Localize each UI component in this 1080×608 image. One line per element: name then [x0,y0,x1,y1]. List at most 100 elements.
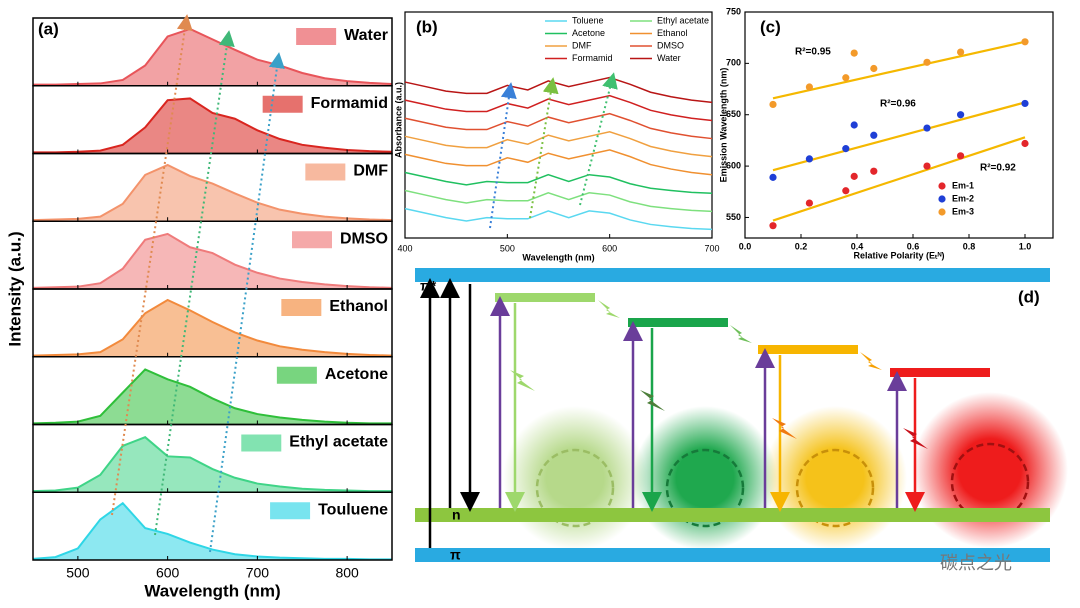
panel-title: (c) [760,17,781,36]
y-tick-label: 700 [726,58,741,68]
y-axis-label: Intensity (a.u.) [5,231,24,346]
spectrum-line [32,436,392,493]
area-fill [33,437,392,493]
x-axis-label: Wavelength (nm) [144,581,280,600]
point [850,172,858,180]
spectrum-line [32,298,393,357]
point [1021,139,1029,148]
y-tick-label: 600 [726,160,741,170]
legend-label: Water [344,27,388,44]
x-tick-label: 500 [66,565,90,581]
level-label: π [450,547,461,563]
point [923,162,931,170]
point [923,58,931,66]
legend-label: Em-3 [952,206,974,216]
area-fill [33,299,392,357]
spectrum-line [33,27,393,86]
level-label: π* [420,278,437,294]
point [870,64,878,73]
legend-marker [938,208,946,216]
x-tick-label: 0.2 [795,241,808,251]
x-tick-label: 500 [500,243,515,253]
y-tick-label: 750 [726,6,741,16]
point [923,124,931,132]
point [842,74,850,82]
absorbance-line [404,171,713,195]
legend-label: Em-1 [952,180,974,190]
x-tick-label: 400 [397,243,412,253]
point [957,111,965,119]
legend-swatch [296,28,337,45]
legend-swatch [305,163,346,181]
legend-label: DMSO [340,230,388,247]
area-fill [33,233,392,289]
x-tick-label: 800 [335,565,359,581]
panel-d: π* n π (d) 碳点之光 [415,268,1068,573]
spectrum-line [32,501,392,561]
legend-swatch [281,299,322,316]
glow [633,406,777,550]
absorbance-line [404,131,713,158]
arrows [420,278,925,548]
spectrum-line [32,232,393,289]
level [890,368,990,377]
x-tick-label: 0.4 [851,241,864,251]
fit-line [772,136,1026,222]
legend-label: Touluene [318,501,388,518]
x-axis-label: Relative Polarity (Eₜᴺ) [853,250,944,260]
panel-title: (a) [38,19,59,38]
x-tick-label: 700 [246,565,270,581]
legend-label: Formamid [572,53,613,63]
legend-marker [938,195,946,203]
panel-a: Water Formamid DMF DMSO Ethanol Acetone Ethyl … [5,17,393,600]
level-label: n [452,507,461,523]
legend-label: Acetone [325,366,388,383]
lightning [510,300,928,449]
legend-swatch [270,502,311,520]
watermark: 碳点之光 [940,553,1012,573]
fit-line [772,40,1026,100]
x-tick-label: 600 [602,243,617,253]
glow [763,406,907,550]
area-fill [33,369,392,425]
legend-swatch [262,95,303,113]
x-tick-label: 0.8 [963,241,976,251]
y-tick-label: 550 [726,212,741,222]
legend-label: Em-2 [952,193,974,203]
panel-c: 0.0 0.2 0.4 0.6 0.8 1.0 550 600 650 700 750 Em-1 Em-… [718,6,1054,260]
y-tick-label: 650 [726,109,741,119]
legend-label: DMF [572,40,592,50]
point [769,173,777,181]
area-fill [33,503,392,560]
point [870,167,878,175]
absorbance-line [404,149,713,176]
absorbance-line [404,207,713,231]
pi-star-band [415,268,1050,282]
absorbance-line [404,76,713,104]
legend-label: Ethyl acetate [657,15,709,25]
absorbance-line [404,112,713,140]
n-band [415,508,1050,522]
point [805,199,814,207]
pi-band [415,548,1050,562]
point [1021,99,1029,108]
level [495,293,595,302]
legend-label: Ethyl acetate [289,434,388,451]
point [870,131,878,139]
level [628,318,728,327]
point [842,187,850,195]
y-axis-label: Absorbance (a.u.) [393,82,403,158]
legend-swatch [276,366,317,384]
absorbance-line [404,94,713,122]
legend-label: Water [657,53,681,63]
x-tick-label: 1.0 [1019,241,1032,251]
x-axis-label: Wavelength (nm) [522,252,594,262]
point [957,152,965,160]
r2-annotation: R²=0.92 [980,163,1016,174]
point [850,49,858,57]
level [758,345,858,354]
plot-frame [404,11,713,239]
legend-marker [938,182,946,190]
x-tick-label: 600 [156,565,180,581]
